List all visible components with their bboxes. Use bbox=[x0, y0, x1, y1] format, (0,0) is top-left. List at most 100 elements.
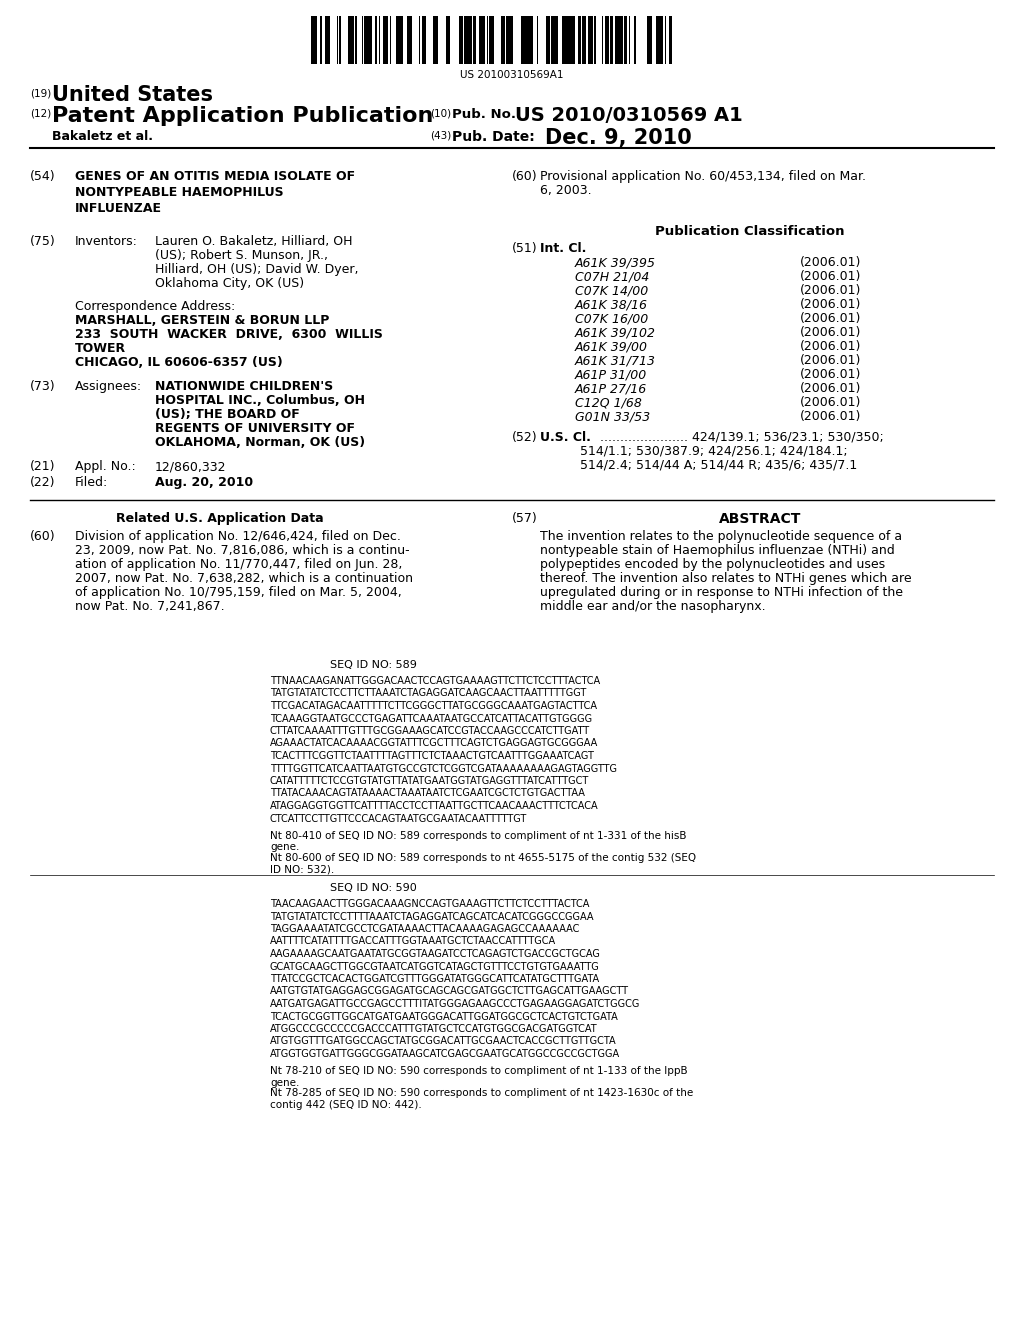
Text: gene.: gene. bbox=[270, 842, 299, 851]
Bar bbox=[368, 16, 372, 63]
Bar bbox=[647, 16, 650, 63]
Bar bbox=[567, 16, 571, 63]
Text: Int. Cl.: Int. Cl. bbox=[540, 242, 587, 255]
Text: (US); Robert S. Munson, JR.,: (US); Robert S. Munson, JR., bbox=[155, 249, 328, 261]
Text: A61K 38/16: A61K 38/16 bbox=[575, 298, 648, 312]
Text: ATAGGAGGTGGTTCATTTTACCTCCTTAATTGCTTCAACAAACTTTCTCACA: ATAGGAGGTGGTTCATTTTACCTCCTTAATTGCTTCAACA… bbox=[270, 801, 599, 810]
Bar bbox=[364, 16, 368, 63]
Bar bbox=[446, 16, 449, 63]
Text: (2006.01): (2006.01) bbox=[800, 326, 861, 339]
Text: (60): (60) bbox=[512, 170, 538, 183]
Text: REGENTS OF UNIVERSITY OF: REGENTS OF UNIVERSITY OF bbox=[155, 422, 355, 436]
Text: middle ear and/or the nasopharynx.: middle ear and/or the nasopharynx. bbox=[540, 601, 766, 612]
Text: CHICAGO, IL 60606-6357 (US): CHICAGO, IL 60606-6357 (US) bbox=[75, 356, 283, 370]
Bar bbox=[650, 16, 652, 63]
Bar bbox=[465, 16, 467, 63]
Text: ATGGTGGTGATTGGGCGGATAAGCATCGAGCGAATGCATGGCCGCCGCTGGA: ATGGTGGTGATTGGGCGGATAAGCATCGAGCGAATGCATG… bbox=[270, 1049, 621, 1059]
Text: TAACAAGAACTTGGGACAAAGNCCAGTGAAAGTTCTTCTCCTTTACTCA: TAACAAGAACTTGGGACAAAGNCCAGTGAAAGTTCTTCTC… bbox=[270, 899, 590, 909]
Bar bbox=[616, 16, 618, 63]
Text: (21): (21) bbox=[30, 459, 55, 473]
Text: A61K 39/395: A61K 39/395 bbox=[575, 256, 656, 269]
Text: (2006.01): (2006.01) bbox=[800, 312, 861, 325]
Bar bbox=[327, 16, 329, 63]
Text: TTCGACATAGACAATTTTTCTTCGGGCTTATGCGGGCAAATGAGTACTTCA: TTCGACATAGACAATTTTTCTTCGGGCTTATGCGGGCAAA… bbox=[270, 701, 597, 711]
Bar bbox=[383, 16, 387, 63]
Text: TATGTATATCTCCTTCTTAAATCTAGAGGATCAAGCAACTTAATTTTTGGT: TATGTATATCTCCTTCTTAAATCTAGAGGATCAAGCAACT… bbox=[270, 689, 587, 698]
Text: (57): (57) bbox=[512, 512, 538, 525]
Text: (75): (75) bbox=[30, 235, 55, 248]
Text: (73): (73) bbox=[30, 380, 55, 393]
Bar bbox=[407, 16, 410, 63]
Bar bbox=[605, 16, 607, 63]
Text: Pub. Date:: Pub. Date: bbox=[452, 129, 535, 144]
Text: Nt 78-285 of SEQ ID NO: 590 corresponds to compliment of nt 1423-1630c of the: Nt 78-285 of SEQ ID NO: 590 corresponds … bbox=[270, 1089, 693, 1098]
Text: Provisional application No. 60/453,134, filed on Mar.: Provisional application No. 60/453,134, … bbox=[540, 170, 866, 183]
Bar bbox=[659, 16, 663, 63]
Text: United States: United States bbox=[52, 84, 213, 106]
Text: C12Q 1/68: C12Q 1/68 bbox=[575, 396, 642, 409]
Text: U.S. Cl.: U.S. Cl. bbox=[540, 432, 591, 444]
Text: (12): (12) bbox=[30, 108, 51, 117]
Text: Appl. No.:: Appl. No.: bbox=[75, 459, 136, 473]
Text: OKLAHOMA, Norman, OK (US): OKLAHOMA, Norman, OK (US) bbox=[155, 436, 366, 449]
Text: (52): (52) bbox=[512, 432, 538, 444]
Bar bbox=[589, 16, 593, 63]
Bar bbox=[618, 16, 620, 63]
Text: A61K 31/713: A61K 31/713 bbox=[575, 354, 656, 367]
Text: CTTATCAAAATTTGTTTGCGGAAAGCATCCGTACCAAGCCCATCTTGATT: CTTATCAAAATTTGTTTGCGGAAAGCATCCGTACCAAGCC… bbox=[270, 726, 590, 737]
Text: thereof. The invention also relates to NTHi genes which are: thereof. The invention also relates to N… bbox=[540, 572, 911, 585]
Text: AATGTGTATGAGGAGCGGAGATGCAGCAGCGATGGCTCTTGAGCATTGAAGCTT: AATGTGTATGAGGAGCGGAGATGCAGCAGCGATGGCTCTT… bbox=[270, 986, 629, 997]
Text: (2006.01): (2006.01) bbox=[800, 271, 861, 282]
Text: US 2010/0310569 A1: US 2010/0310569 A1 bbox=[515, 106, 742, 125]
Bar bbox=[656, 16, 659, 63]
Text: ation of application No. 11/770,447, filed on Jun. 28,: ation of application No. 11/770,447, fil… bbox=[75, 558, 402, 572]
Text: Filed:: Filed: bbox=[75, 477, 109, 488]
Text: TCACTGCGGTTGGCATGATGAATGGGACATTGGATGGCGCTCACTGTCTGATA: TCACTGCGGTTGGCATGATGAATGGGACATTGGATGGCGC… bbox=[270, 1011, 617, 1022]
Text: (10): (10) bbox=[430, 108, 452, 117]
Text: contig 442 (SEQ ID NO: 442).: contig 442 (SEQ ID NO: 442). bbox=[270, 1100, 422, 1110]
Bar bbox=[521, 16, 524, 63]
Text: 12/860,332: 12/860,332 bbox=[155, 459, 226, 473]
Text: NONTYPEABLE HAEMOPHILUS: NONTYPEABLE HAEMOPHILUS bbox=[75, 186, 284, 199]
Bar bbox=[669, 16, 672, 63]
Text: 233  SOUTH  WACKER  DRIVE,  6300  WILLIS: 233 SOUTH WACKER DRIVE, 6300 WILLIS bbox=[75, 327, 383, 341]
Text: ATGTGGTTTGATGGCCAGCTATGCGGACATTGCGAACTCACCGCTTGTTGCTA: ATGTGGTTTGATGGCCAGCTATGCGGACATTGCGAACTCA… bbox=[270, 1036, 616, 1047]
Text: AATGATGAGATTGCCGAGCCTTTITATGGGAGAAGCCCTGAGAAGGAGATCTGGCG: AATGATGAGATTGCCGAGCCTTTITATGGGAGAAGCCCTG… bbox=[270, 999, 640, 1008]
Text: Nt 80-600 of SEQ ID NO: 589 corresponds to nt 4655-5175 of the contig 532 (SEQ: Nt 80-600 of SEQ ID NO: 589 corresponds … bbox=[270, 853, 696, 863]
Text: AAGAAAAGCAATGAATATGCGGTAAGATCCTCAGAGTCTGACCGCTGCAG: AAGAAAAGCAATGAATATGCGGTAAGATCCTCAGAGTCTG… bbox=[270, 949, 601, 960]
Bar bbox=[311, 16, 315, 63]
Text: A61P 27/16: A61P 27/16 bbox=[575, 381, 647, 395]
Text: NATIONWIDE CHILDREN'S: NATIONWIDE CHILDREN'S bbox=[155, 380, 333, 393]
Text: now Pat. No. 7,241,867.: now Pat. No. 7,241,867. bbox=[75, 601, 224, 612]
Text: G01N 33/53: G01N 33/53 bbox=[575, 411, 650, 422]
Text: TTATACAAACAGTATAAAACTAAATAATCTCGAATCGCTCTGTGACTTAA: TTATACAAACAGTATAAAACTAAATAATCTCGAATCGCTC… bbox=[270, 788, 585, 799]
Text: C07K 14/00: C07K 14/00 bbox=[575, 284, 648, 297]
Text: 23, 2009, now Pat. No. 7,816,086, which is a continu-: 23, 2009, now Pat. No. 7,816,086, which … bbox=[75, 544, 410, 557]
Text: CTCATTCCTTGTTCCCACAGTAATGCGAATACAATTTTTGT: CTCATTCCTTGTTCCCACAGTAATGCGAATACAATTTTTG… bbox=[270, 813, 527, 824]
Bar bbox=[582, 16, 586, 63]
Text: TTTTGGTTCATCAATTAATGTGCCGTCTCGGTCGATAAAAAAAAGAGTAGGTTG: TTTTGGTTCATCAATTAATGTGCCGTCTCGGTCGATAAAA… bbox=[270, 763, 617, 774]
Text: nontypeable stain of Haemophilus influenzae (NTHi) and: nontypeable stain of Haemophilus influen… bbox=[540, 544, 895, 557]
Text: TOWER: TOWER bbox=[75, 342, 126, 355]
Bar bbox=[525, 16, 528, 63]
Text: TTATCCGCTCACACTGGATCGTTTGGGATATGGGCATTCATATGCTTTGATA: TTATCCGCTCACACTGGATCGTTTGGGATATGGGCATTCA… bbox=[270, 974, 599, 983]
Bar bbox=[355, 16, 357, 63]
Bar bbox=[563, 16, 567, 63]
Text: (2006.01): (2006.01) bbox=[800, 298, 861, 312]
Text: INFLUENZAE: INFLUENZAE bbox=[75, 202, 162, 215]
Text: (2006.01): (2006.01) bbox=[800, 256, 861, 269]
Text: A61K 39/102: A61K 39/102 bbox=[575, 326, 656, 339]
Text: HOSPITAL INC., Columbus, OH: HOSPITAL INC., Columbus, OH bbox=[155, 393, 365, 407]
Bar bbox=[490, 16, 493, 63]
Text: (54): (54) bbox=[30, 170, 55, 183]
Text: C07H 21/04: C07H 21/04 bbox=[575, 271, 649, 282]
Bar bbox=[530, 16, 534, 63]
Bar bbox=[610, 16, 613, 63]
Text: TCACTTTCGGTTCTAATTTTAGTTTCTCTAAACTGTCAATTTGGAAATCAGT: TCACTTTCGGTTCTAATTTTAGTTTCTCTAAACTGTCAAT… bbox=[270, 751, 594, 762]
Bar bbox=[528, 16, 530, 63]
Text: CATATTTTTCTCCGTGTATGTTATATGAATGGTATGAGGTTTATCATTTGCT: CATATTTTTCTCCGTGTATGTTATATGAATGGTATGAGGT… bbox=[270, 776, 589, 785]
Text: Nt 80-410 of SEQ ID NO: 589 corresponds to compliment of nt 1-331 of the hisB: Nt 80-410 of SEQ ID NO: 589 corresponds … bbox=[270, 832, 686, 841]
Text: ...................... 424/139.1; 536/23.1; 530/350;: ...................... 424/139.1; 536/23… bbox=[600, 432, 884, 444]
Text: TTNAACAAGANATTGGGACAACTCCAGTGAAAAGTTCTTCTCCTTTACTCA: TTNAACAAGANATTGGGACAACTCCAGTGAAAAGTTCTTC… bbox=[270, 676, 600, 686]
Text: Inventors:: Inventors: bbox=[75, 235, 138, 248]
